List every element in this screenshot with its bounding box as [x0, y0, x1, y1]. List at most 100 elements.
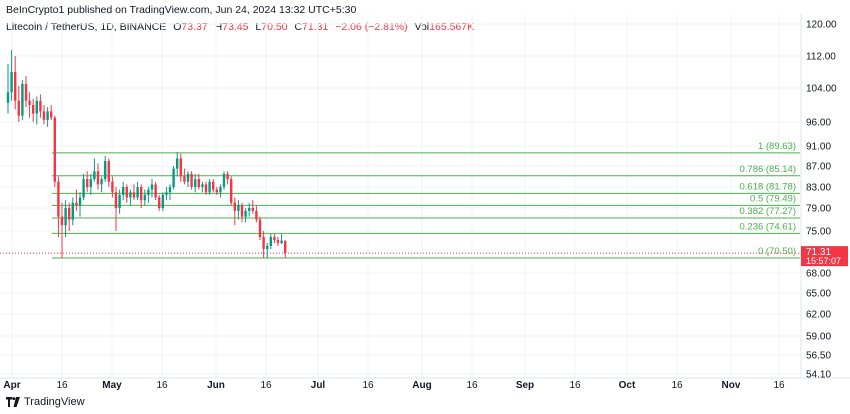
time-tick-label: 16	[671, 380, 683, 391]
candle-body	[35, 100, 38, 114]
candle	[230, 176, 233, 206]
fib-level-label: 1 (89.63)	[758, 141, 796, 152]
candle-body	[107, 161, 110, 182]
candle	[237, 200, 240, 220]
candle	[57, 176, 60, 237]
candle	[125, 184, 128, 203]
candle	[161, 192, 164, 211]
candle	[186, 171, 190, 187]
candle-body	[17, 100, 20, 116]
candle	[176, 152, 179, 177]
candle-body	[21, 84, 24, 116]
high-label: H	[214, 21, 223, 33]
candle-body	[53, 117, 56, 182]
candle	[233, 197, 236, 226]
time-tick-label: 16	[466, 380, 478, 391]
candle	[280, 234, 283, 245]
candle-body	[222, 173, 226, 187]
candle-body	[147, 189, 150, 195]
tradingview-brand[interactable]: TradingView	[6, 396, 85, 408]
candle	[204, 181, 208, 195]
candle	[75, 189, 78, 211]
candle	[71, 197, 74, 226]
candle	[68, 202, 71, 231]
price-tick-label: 87.00	[806, 162, 831, 173]
time-tick-label: Sep	[516, 380, 534, 391]
fib-level-label: 0 (70.50)	[758, 246, 796, 257]
publisher-line: BeInCrypto1 published on TradingView.com…	[6, 4, 357, 16]
candle	[226, 171, 229, 185]
candle	[154, 181, 157, 201]
fib-level-label: 0.786 (85.14)	[739, 164, 796, 175]
candle-body	[168, 187, 172, 193]
tradingview-brand-label: TradingView	[24, 396, 85, 408]
candle-body	[96, 171, 100, 185]
candle	[114, 187, 118, 231]
candle	[258, 216, 262, 240]
candle	[39, 94, 42, 118]
candle	[219, 184, 222, 198]
candle-body	[28, 100, 31, 105]
candle	[86, 171, 89, 193]
tradingview-logo-icon	[6, 397, 20, 407]
candle-body	[280, 240, 283, 243]
candle-body	[255, 210, 258, 220]
candle	[172, 166, 175, 190]
price-tick-label: 91.00	[806, 142, 831, 153]
candle	[212, 179, 215, 193]
time-tick-label: 16	[569, 380, 581, 391]
candle-body	[140, 187, 143, 201]
price-axis[interactable]: 120.00 112.00 104.00 96.00 91.00 87.00 83.00 79…	[806, 20, 837, 381]
candle	[273, 234, 276, 243]
candle	[244, 208, 247, 223]
candle	[222, 171, 226, 190]
candle	[255, 205, 258, 223]
candle	[194, 173, 197, 193]
candle-body	[104, 161, 107, 180]
candle-body	[6, 92, 10, 103]
candle	[143, 189, 146, 206]
candle	[111, 176, 114, 198]
candle-body	[183, 176, 186, 182]
candle	[276, 237, 280, 246]
price-tick-label: 68.00	[806, 269, 831, 280]
time-tick-label: Jul	[311, 380, 326, 391]
candle	[215, 187, 218, 195]
price-tick-label: 83.00	[806, 183, 831, 194]
candle-body	[132, 192, 136, 198]
candle	[132, 184, 136, 201]
candle-body	[24, 84, 28, 101]
candle-body	[204, 184, 208, 193]
candle-body	[197, 179, 200, 187]
candle	[201, 181, 204, 193]
fib-level-label: 0.236 (74.61)	[739, 221, 796, 232]
candle-body	[114, 192, 118, 208]
time-axis[interactable]: Apr 16 May 16 Jun 16 Jul 16 Aug 16 Sep 16 Oct 16 Nov 16	[3, 380, 785, 391]
candle	[28, 92, 31, 118]
candle	[24, 76, 28, 108]
time-tick-label: Apr	[3, 380, 20, 391]
candle-body	[129, 192, 132, 198]
price-tag-countdown: 15:57:07	[806, 256, 841, 266]
candle	[266, 243, 269, 258]
candle-body	[251, 208, 254, 211]
candle	[6, 64, 10, 114]
candle-body	[284, 240, 287, 254]
candle-body	[219, 187, 222, 193]
candle-body	[215, 189, 218, 193]
candle-body	[86, 179, 89, 187]
candle-body	[248, 208, 251, 211]
candle-body	[78, 197, 82, 206]
time-tick-label: 16	[56, 380, 68, 391]
candle-body	[42, 111, 46, 120]
candle-body	[82, 179, 85, 198]
candle	[147, 187, 150, 203]
candle	[240, 202, 244, 223]
candle	[100, 176, 103, 193]
candle	[140, 184, 143, 208]
candle	[284, 240, 287, 258]
candle-body	[50, 111, 53, 118]
candle-body	[212, 181, 215, 190]
candle	[208, 179, 211, 195]
